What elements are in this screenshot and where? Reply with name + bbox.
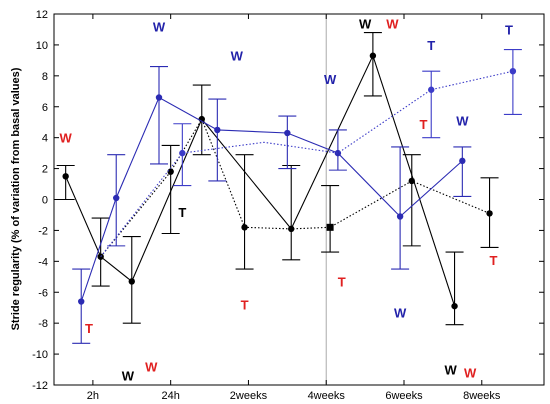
data-point [451, 302, 458, 310]
error-bar [503, 49, 522, 116]
data-point-square [326, 223, 334, 231]
error-bar [278, 115, 297, 170]
error-bar [402, 154, 421, 247]
y-tick-label: -12 [32, 380, 48, 392]
data-point [113, 194, 120, 202]
data-point [288, 225, 295, 233]
series-black_dotted [100, 117, 499, 270]
series-line [80, 96, 463, 302]
data-point [334, 149, 342, 157]
series-black_solid [56, 31, 464, 326]
annotation-label: W [231, 49, 244, 64]
annotation-label: T [338, 274, 346, 289]
error-bar [72, 268, 91, 344]
annotation-label: T [505, 22, 513, 37]
annotation-label: W [60, 131, 73, 146]
error-bar [235, 154, 254, 270]
y-tick-label: 2 [42, 164, 48, 176]
data-point [167, 168, 174, 175]
error-bar [150, 66, 168, 165]
data-point [97, 253, 104, 260]
y-tick-label: -10 [32, 349, 48, 361]
error-bar [56, 164, 75, 201]
x-tick-label: 4weeks [308, 390, 346, 402]
data-point [396, 213, 404, 220]
annotation-label: W [464, 366, 477, 381]
annotation-label: W [456, 114, 469, 129]
data-point [428, 86, 435, 93]
data-point [408, 177, 415, 185]
y-tick-label: 0 [42, 195, 48, 207]
series-layer [56, 31, 522, 344]
data-point [369, 52, 377, 59]
data-point [284, 129, 291, 137]
series-line [100, 117, 490, 258]
y-tick-label: -8 [38, 318, 48, 330]
error-bar [161, 144, 180, 235]
data-point [179, 149, 186, 157]
error-bar [445, 251, 464, 326]
y-tick-label: -4 [38, 256, 48, 268]
error-bar [321, 185, 340, 253]
plot-frame-group [53, 13, 545, 386]
error-bar [282, 164, 301, 261]
annotation-label: W [122, 369, 135, 384]
error-bar [453, 146, 472, 197]
series-blue_dotted [100, 49, 522, 258]
error-bar [363, 31, 382, 97]
y-tick-label: 4 [42, 133, 48, 145]
annotation-label: W [153, 19, 166, 34]
annotation-label: W [145, 359, 158, 374]
y-tick-label: -2 [38, 225, 48, 237]
x-tick-label: 6weeks [385, 390, 423, 402]
data-point [241, 224, 248, 231]
series-blue_solid [72, 66, 472, 344]
annotation-label: W [386, 16, 399, 31]
data-point [486, 210, 493, 217]
error-bar [391, 146, 410, 270]
annotation-label: T [427, 38, 435, 53]
error-bar [422, 70, 441, 139]
x-tick-label: 2weeks [230, 390, 268, 402]
x-tick-label: 24h [161, 390, 179, 402]
error-bar [208, 98, 227, 182]
y-tick-label: 6 [42, 102, 48, 114]
data-point [62, 173, 69, 180]
error-bar [91, 217, 110, 287]
data-point [214, 126, 221, 134]
data-point [78, 298, 85, 305]
annotation-label: W [359, 16, 372, 31]
annotation-label: T [489, 253, 497, 268]
y-tick-label: 8 [42, 71, 48, 83]
x-axis: 2h 24h 2weeks 4weeks 6weeks 8weeks [87, 14, 501, 402]
x-tick-label: 8weeks [463, 390, 501, 402]
series-line [100, 70, 514, 258]
annotation-label: T [241, 298, 249, 313]
y-tick-label: 12 [36, 9, 48, 21]
x-tick-label: 2h [87, 390, 99, 402]
annotation-label: W [445, 363, 458, 378]
y-tick-label: -6 [38, 287, 48, 299]
plot-frame [53, 13, 545, 386]
annotation-label: W [324, 72, 337, 87]
data-point [128, 278, 135, 285]
annotation-label: T [85, 321, 93, 336]
y-axis: -12 -10 -8 -6 -4 -2 0 2 4 6 8 10 12 [32, 9, 544, 392]
data-point [459, 157, 466, 165]
data-point [155, 94, 163, 101]
y-axis-label: Stride regularity (% of variation from b… [10, 67, 22, 330]
data-point [509, 67, 517, 75]
annotation-label: W [394, 305, 407, 320]
annotation-label: T [178, 205, 186, 220]
annotation-label: T [419, 117, 427, 132]
y-tick-label: 10 [36, 40, 48, 52]
